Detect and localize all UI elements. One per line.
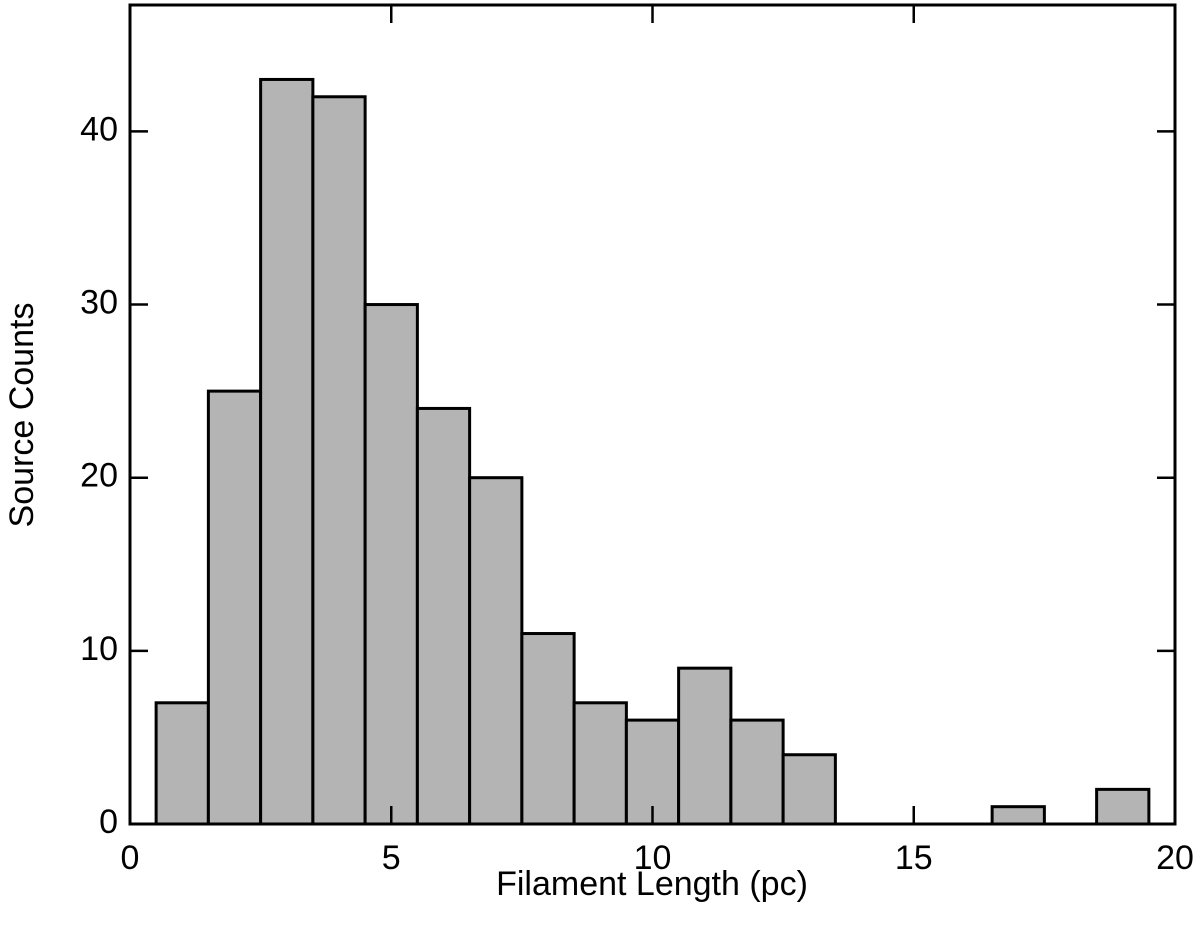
bar bbox=[520, 632, 576, 826]
bar bbox=[311, 95, 367, 826]
bar bbox=[677, 666, 733, 826]
x-tick-label: 15 bbox=[895, 839, 933, 877]
bar bbox=[259, 77, 315, 826]
bar bbox=[154, 701, 210, 826]
bar bbox=[990, 805, 1046, 826]
bar bbox=[781, 753, 837, 826]
x-tick-label: 20 bbox=[1156, 839, 1194, 877]
bar bbox=[572, 701, 628, 826]
bar bbox=[1095, 787, 1151, 826]
x-tick-label: 0 bbox=[121, 839, 140, 877]
x-axis-label: Filament Length (pc) bbox=[496, 865, 808, 903]
bar bbox=[363, 303, 419, 826]
y-tick-label: 10 bbox=[80, 630, 118, 668]
y-tick-label: 20 bbox=[80, 457, 118, 495]
bar bbox=[415, 406, 472, 826]
x-tick-label: 10 bbox=[634, 839, 672, 877]
x-tick-label: 5 bbox=[382, 839, 401, 877]
y-tick-label: 30 bbox=[80, 284, 118, 322]
bar bbox=[206, 389, 263, 826]
bar bbox=[468, 476, 524, 826]
y-tick-label: 0 bbox=[99, 803, 118, 841]
y-axis-label: Source Counts bbox=[3, 303, 41, 528]
y-tick-label: 40 bbox=[80, 110, 118, 148]
bar bbox=[729, 718, 785, 826]
